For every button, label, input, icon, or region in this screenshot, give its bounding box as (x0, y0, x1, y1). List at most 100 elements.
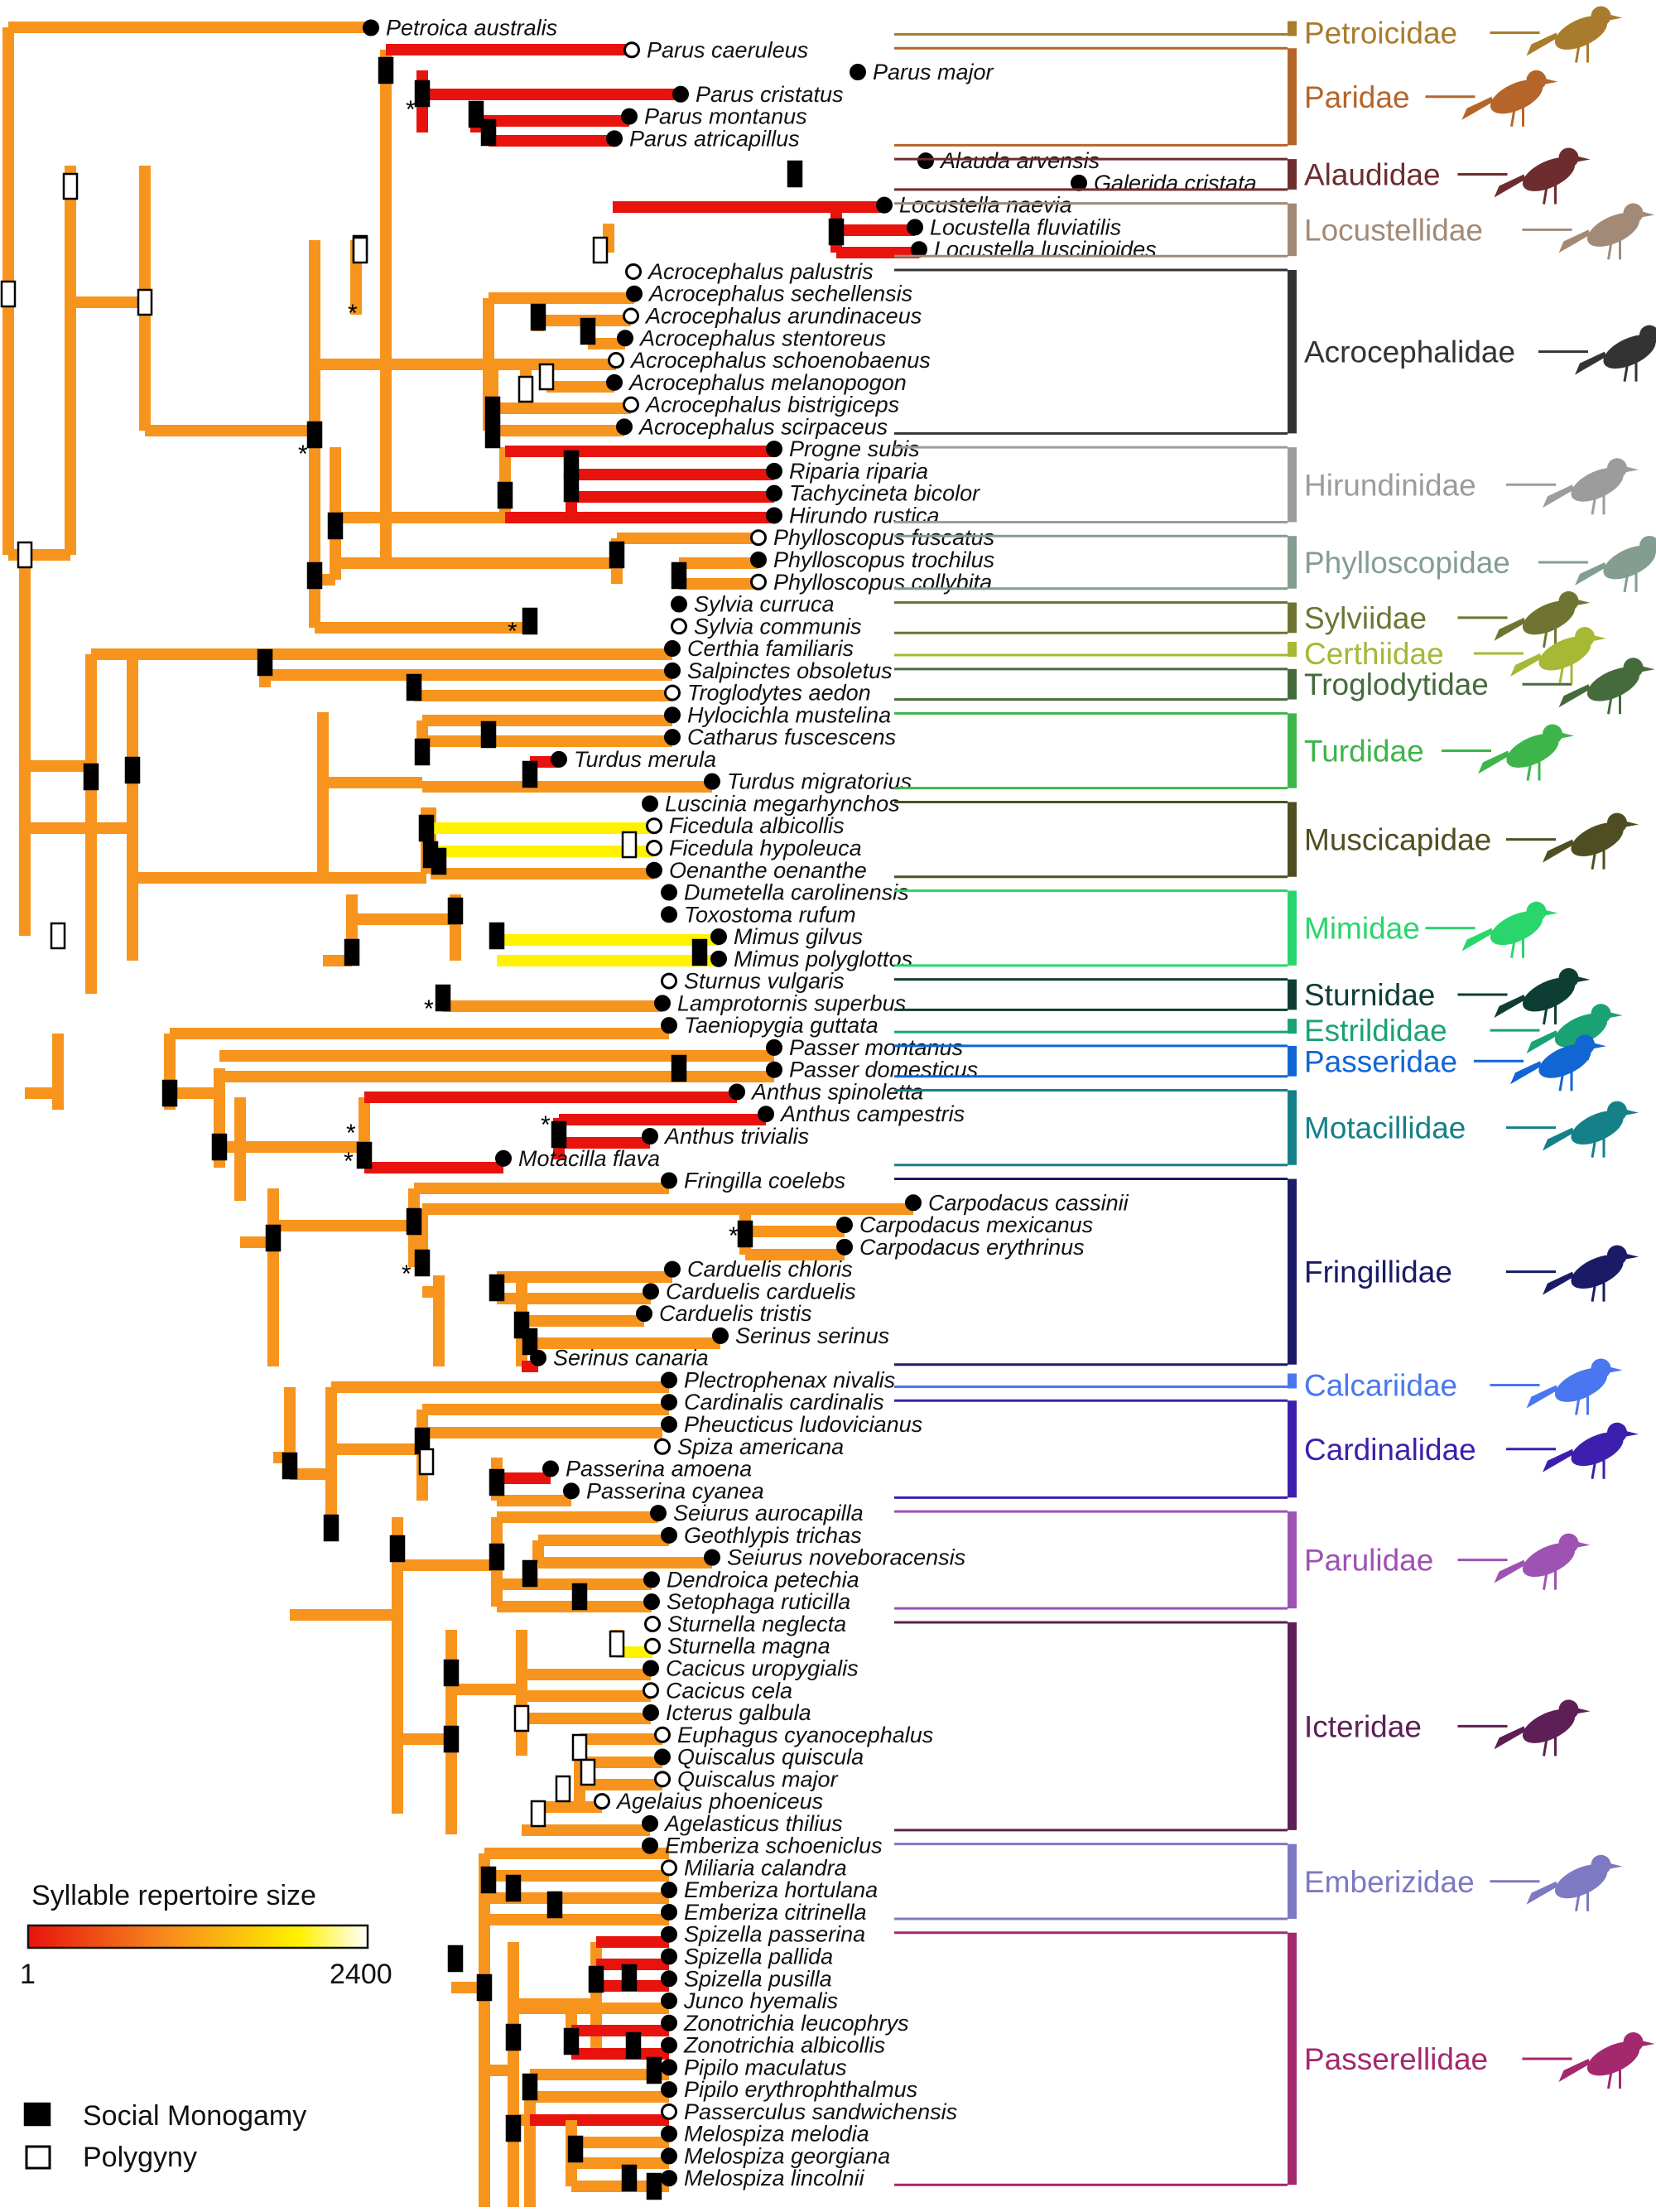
legend-title: Syllable repertoire size (31, 1880, 316, 1911)
species-label: Progne subis (789, 436, 920, 461)
family-group: Sturnidae (894, 978, 1508, 1012)
species-label: Emberiza hortulana (684, 1877, 878, 1902)
bird-silhouette-icon (1543, 1422, 1639, 1480)
species-label: Parus major (873, 60, 994, 84)
family-group: Cardinalidae (894, 1399, 1556, 1499)
tip-monogamy-dot (704, 1549, 720, 1566)
family-bracket-bar (1288, 713, 1297, 788)
significance-asterisk: * (424, 995, 434, 1023)
significance-asterisk: * (348, 300, 358, 327)
family-bracket-bar (1288, 1090, 1297, 1165)
tip-monogamy-dot (758, 1106, 774, 1123)
tip-monogamy-dot (650, 1505, 667, 1522)
tip-monogamy-dot (661, 1416, 677, 1434)
family-group: Passerellidae (894, 1931, 1572, 2186)
node-monogamy-marker (414, 1249, 431, 1277)
tip-polygyny-dot (671, 618, 687, 635)
node-monogamy-marker (484, 396, 501, 424)
species-label: Anthus campestris (779, 1101, 965, 1126)
family-group: Calcariidae (894, 1368, 1540, 1402)
family-bracket-bar (1288, 447, 1297, 523)
tip-polygyny-dot (661, 1859, 677, 1877)
species-label: Acrocephalus stentoreus (638, 325, 886, 350)
tip-monogamy-dot (606, 130, 623, 147)
family-label: Certhiidae (1304, 637, 1444, 671)
species-label: Acrocephalus scirpaceus (638, 414, 888, 439)
species-label: Spizella passerina (684, 1922, 865, 1947)
tip-monogamy-dot (661, 1882, 677, 1899)
tip-monogamy-dot (661, 1172, 677, 1189)
species-label: Melospiza georgiana (684, 2143, 890, 2168)
species-label: Tachycineta bicolor (789, 481, 980, 506)
tip-monogamy-dot (661, 2036, 677, 2054)
family-group: Mimidae (894, 889, 1475, 967)
species-label: Sturnus vulgaris (684, 969, 845, 994)
node-monogamy-marker (505, 2023, 522, 2051)
species-tips: Petroica australis Parus caeruleus Parus m… (363, 16, 1257, 2190)
species-label: Motacilla flava (518, 1146, 660, 1171)
node-monogamy-marker (406, 1207, 422, 1236)
node-monogamy-marker (522, 760, 538, 788)
tip-monogamy-dot (672, 85, 689, 103)
node-monogamy-marker (489, 1468, 505, 1496)
tip-monogamy-dot (712, 1327, 729, 1344)
tip-monogamy-dot (766, 484, 782, 502)
bird-silhouette-icon (1510, 627, 1606, 684)
node-monogamy-marker (530, 303, 546, 331)
node-polygyny-marker (513, 1704, 530, 1732)
family-group: Alaudidae (894, 158, 1508, 192)
node-monogamy-marker (621, 2164, 638, 2192)
family-label: Icteridae (1304, 1709, 1422, 1743)
node-polygyny-marker (609, 1630, 625, 1658)
tip-polygyny-dot (661, 2103, 677, 2120)
species-label: Cacicus uropygialis (666, 1655, 859, 1680)
node-monogamy-marker (431, 847, 447, 875)
species-label: Geothlypis trichas (684, 1523, 862, 1548)
node-monogamy-marker (257, 648, 273, 677)
node-monogamy-marker (306, 561, 323, 590)
significance-asterisk: * (406, 96, 416, 123)
family-group: Certhiidae (894, 637, 1524, 671)
tip-monogamy-dot (766, 462, 782, 480)
tip-monogamy-dot (661, 1526, 677, 1544)
node-markers: ********** (0, 56, 845, 2200)
species-label: Quiscalus quiscula (677, 1745, 864, 1770)
node-polygyny-marker (621, 831, 638, 859)
tip-monogamy-dot (661, 1993, 677, 2010)
bird-silhouette-icon (1494, 147, 1591, 205)
tip-monogamy-dot (643, 1593, 660, 1611)
species-label: Melospiza lincolnii (684, 2166, 865, 2190)
species-label: Toxostoma rufum (684, 902, 856, 927)
species-label: Luscinia megarhynchos (665, 791, 900, 816)
polygyny-key-label: Polygyny (83, 2142, 197, 2173)
node-monogamy-marker (480, 1866, 497, 1894)
bird-silhouette-icon (1543, 812, 1639, 870)
family-bracket-bar (1288, 1400, 1297, 1498)
tip-polygyny-dot (623, 41, 640, 59)
family-group: Phylloscopidae (894, 534, 1588, 590)
bird-silhouette-icon (1575, 535, 1656, 593)
species-label: Turdus merula (574, 747, 716, 772)
node-monogamy-marker (522, 2073, 538, 2101)
species-label: Carpodacus mexicanus (859, 1212, 1093, 1237)
tip-monogamy-dot (621, 108, 638, 125)
species-label: Phylloscopus collybita (773, 570, 992, 595)
node-monogamy-marker (621, 1964, 638, 1992)
species-label: Miliaria calandra (684, 1855, 847, 1880)
family-label: Motacillidae (1304, 1111, 1466, 1145)
species-label: Serinus canaria (553, 1346, 709, 1371)
species-label: Pipilo maculatus (684, 2055, 847, 2079)
tip-polygyny-dot (654, 1438, 671, 1455)
species-label: Serinus serinus (735, 1323, 889, 1348)
species-label: Agelaius phoeniceus (615, 1789, 823, 1814)
family-bracket-bar (1288, 159, 1297, 190)
node-monogamy-marker (522, 607, 538, 635)
tip-monogamy-dot (917, 152, 934, 170)
tip-monogamy-dot (643, 1660, 659, 1677)
family-bracket-bar (1288, 1045, 1297, 1077)
node-monogamy-marker (563, 450, 580, 478)
species-label: Certhia familiaris (687, 636, 854, 661)
bird-silhouette-icon (1558, 2031, 1655, 2089)
species-label: Acrocephalus bistrigiceps (644, 393, 899, 417)
node-monogamy-marker (580, 317, 596, 345)
